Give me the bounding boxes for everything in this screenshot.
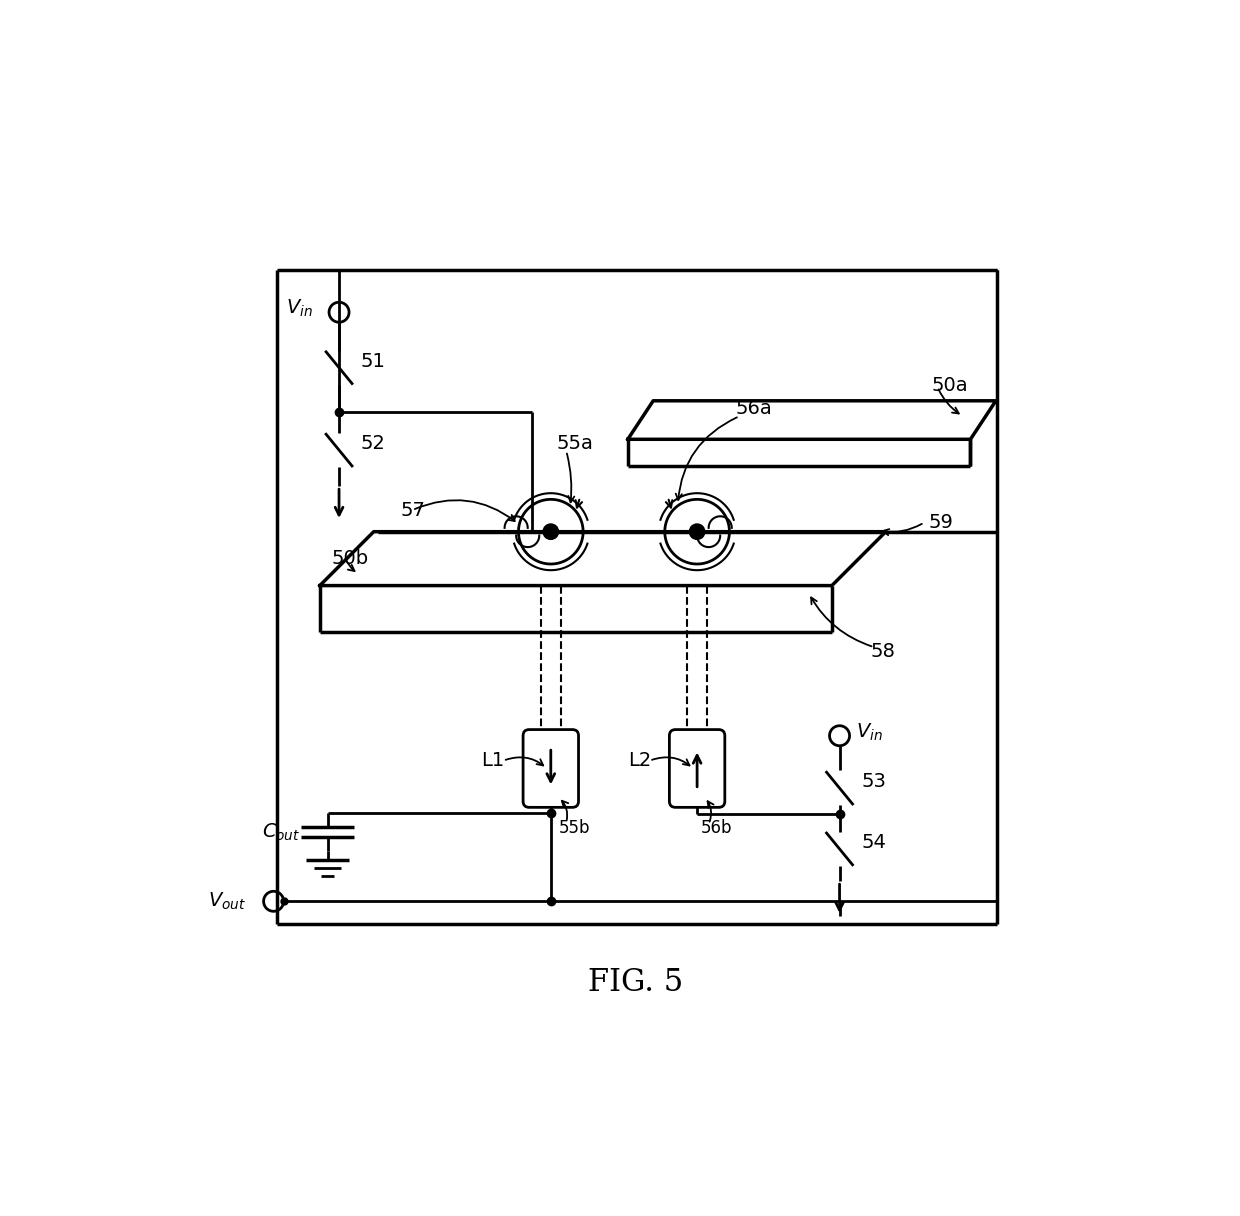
Text: FIG. 5: FIG. 5	[588, 967, 683, 997]
Text: 56a: 56a	[735, 399, 773, 418]
Text: L2: L2	[627, 751, 651, 770]
Text: $C_{out}$: $C_{out}$	[262, 821, 300, 843]
Text: 58: 58	[870, 642, 895, 660]
Text: 59: 59	[928, 513, 954, 531]
Circle shape	[689, 524, 704, 540]
Text: 51: 51	[361, 351, 386, 371]
Text: 55b: 55b	[558, 820, 590, 837]
Text: 50b: 50b	[331, 550, 368, 568]
Text: 57: 57	[401, 501, 425, 519]
Text: 56b: 56b	[701, 820, 733, 837]
Text: 52: 52	[361, 434, 386, 454]
Circle shape	[543, 524, 558, 540]
Text: 53: 53	[861, 772, 887, 792]
Text: $V_{in}$: $V_{in}$	[285, 298, 312, 319]
Text: 54: 54	[861, 833, 887, 852]
Text: 50a: 50a	[932, 376, 968, 395]
Text: L1: L1	[481, 751, 505, 770]
FancyBboxPatch shape	[523, 730, 579, 807]
Text: $V_{out}$: $V_{out}$	[208, 890, 247, 912]
Text: $V_{in}$: $V_{in}$	[857, 721, 883, 743]
FancyBboxPatch shape	[670, 730, 725, 807]
Text: 55a: 55a	[557, 434, 594, 452]
